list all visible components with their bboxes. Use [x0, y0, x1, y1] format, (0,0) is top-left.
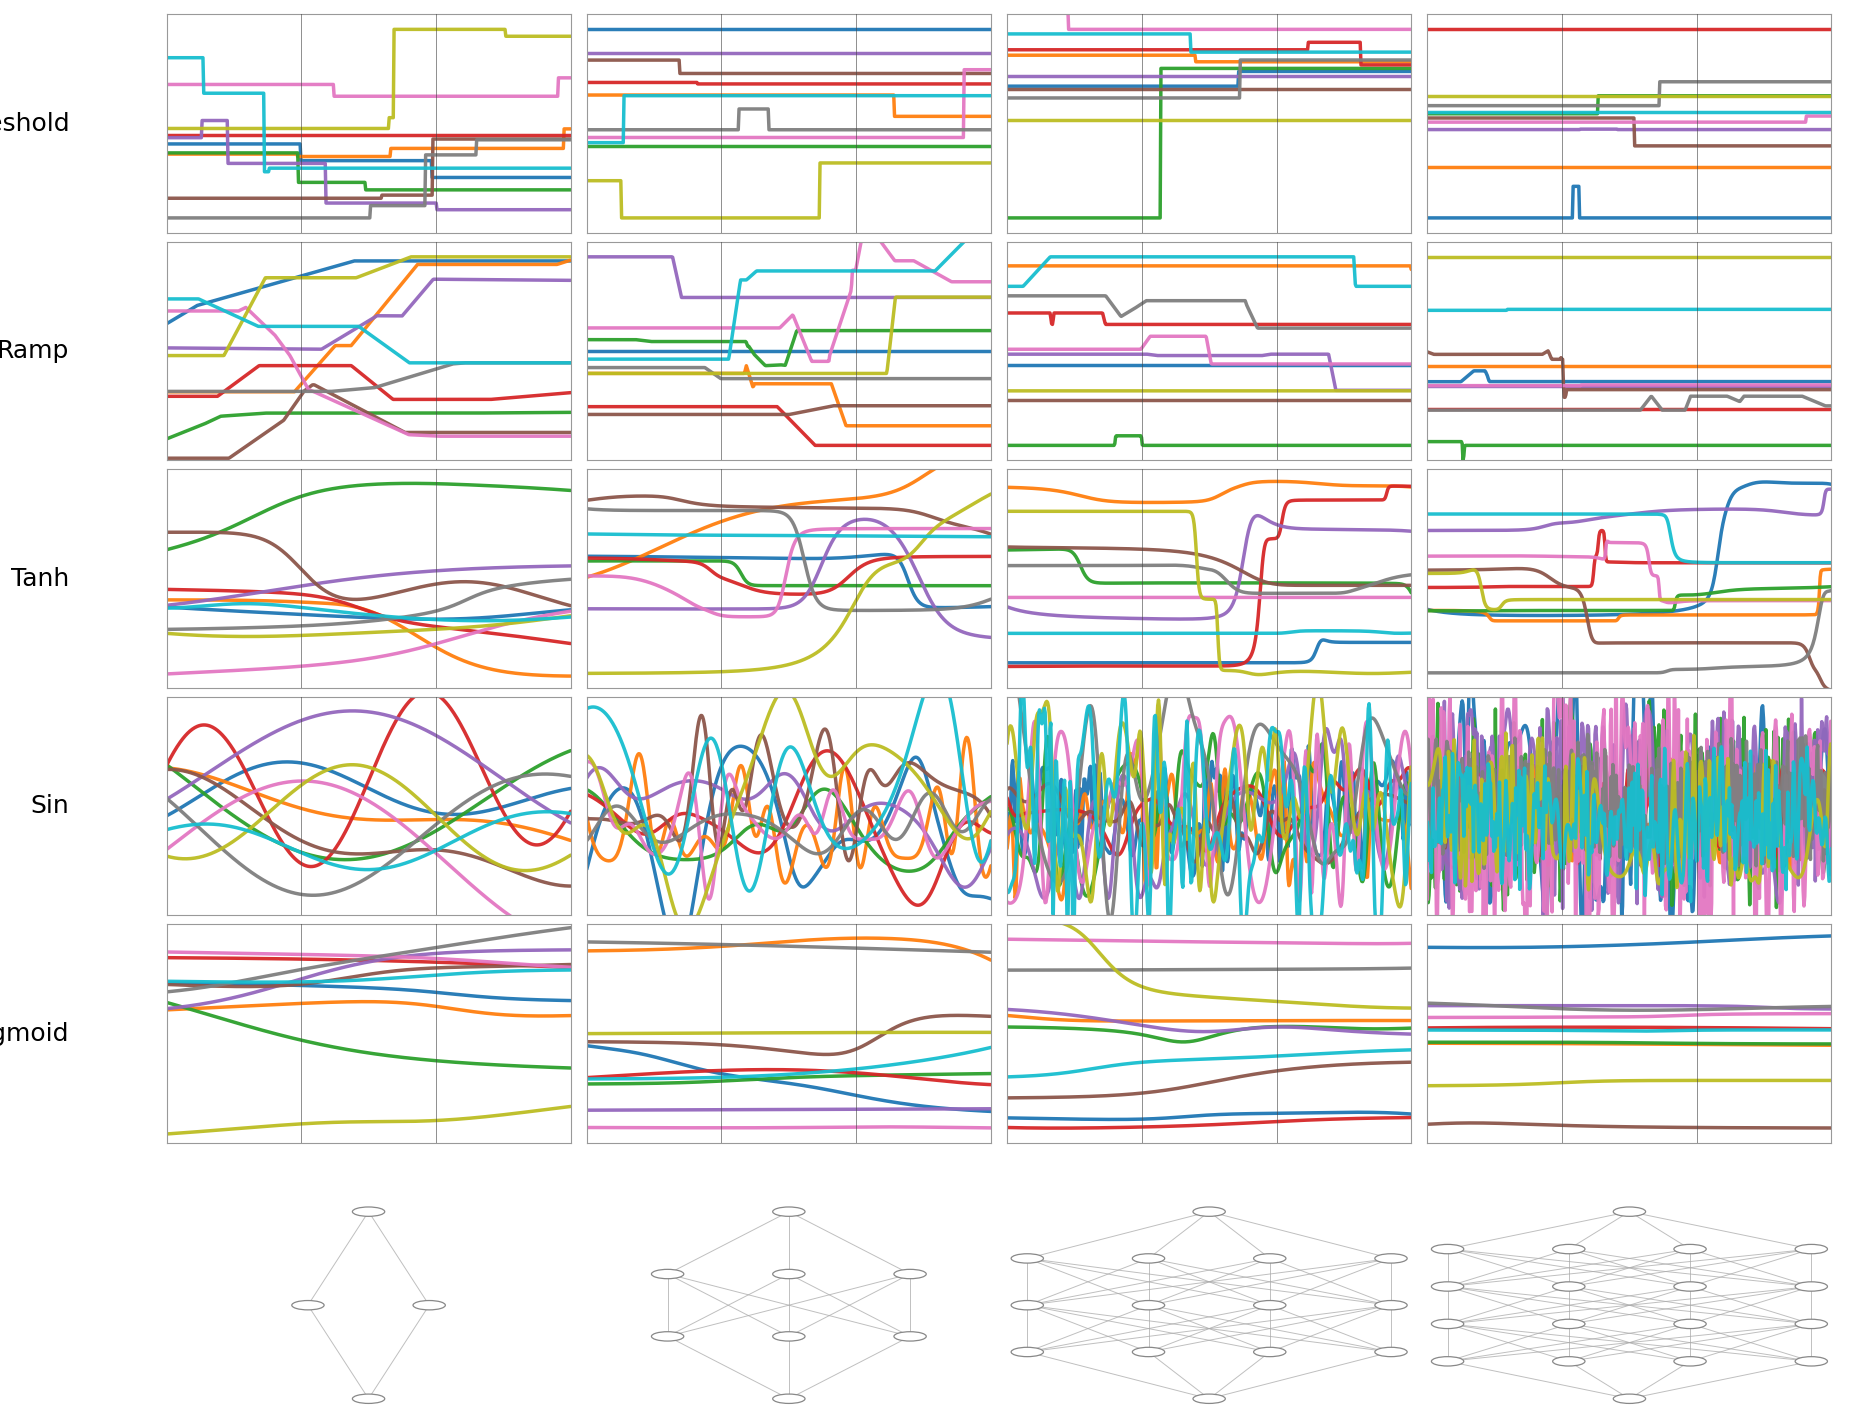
Ellipse shape	[1432, 1319, 1463, 1328]
Y-axis label: Tanh: Tanh	[11, 567, 68, 591]
Ellipse shape	[773, 1332, 805, 1341]
Ellipse shape	[894, 1332, 927, 1341]
Ellipse shape	[292, 1301, 324, 1309]
Ellipse shape	[1552, 1319, 1585, 1328]
Ellipse shape	[1674, 1244, 1706, 1254]
Ellipse shape	[1552, 1282, 1585, 1291]
Ellipse shape	[1674, 1319, 1706, 1328]
Y-axis label: Threshold: Threshold	[0, 111, 68, 136]
Ellipse shape	[1794, 1357, 1828, 1367]
Ellipse shape	[1193, 1207, 1225, 1217]
Ellipse shape	[651, 1269, 684, 1278]
Ellipse shape	[1012, 1254, 1043, 1264]
Y-axis label: LogisticSigmoid: LogisticSigmoid	[0, 1021, 68, 1045]
Ellipse shape	[773, 1207, 805, 1217]
Ellipse shape	[1254, 1254, 1286, 1264]
Y-axis label: Sin: Sin	[31, 794, 68, 818]
Ellipse shape	[1254, 1301, 1286, 1309]
Ellipse shape	[894, 1269, 927, 1278]
Ellipse shape	[1254, 1347, 1286, 1357]
Ellipse shape	[1432, 1357, 1463, 1367]
Ellipse shape	[1794, 1244, 1828, 1254]
Ellipse shape	[651, 1332, 684, 1341]
Ellipse shape	[1674, 1282, 1706, 1291]
Ellipse shape	[1674, 1357, 1706, 1367]
Ellipse shape	[1552, 1357, 1585, 1367]
Ellipse shape	[1432, 1244, 1463, 1254]
Ellipse shape	[1613, 1207, 1646, 1217]
Ellipse shape	[352, 1207, 385, 1217]
Ellipse shape	[1794, 1319, 1828, 1328]
Ellipse shape	[1375, 1254, 1408, 1264]
Y-axis label: Ramp: Ramp	[0, 338, 68, 363]
Ellipse shape	[413, 1301, 446, 1309]
Ellipse shape	[1613, 1394, 1646, 1404]
Ellipse shape	[1132, 1347, 1166, 1357]
Ellipse shape	[1132, 1254, 1166, 1264]
Ellipse shape	[1012, 1347, 1043, 1357]
Ellipse shape	[1375, 1301, 1408, 1309]
Ellipse shape	[352, 1394, 385, 1404]
Ellipse shape	[1375, 1347, 1408, 1357]
Ellipse shape	[1132, 1301, 1166, 1309]
Ellipse shape	[1432, 1282, 1463, 1291]
Ellipse shape	[1794, 1282, 1828, 1291]
Ellipse shape	[1193, 1394, 1225, 1404]
Ellipse shape	[773, 1269, 805, 1278]
Ellipse shape	[1012, 1301, 1043, 1309]
Ellipse shape	[773, 1394, 805, 1404]
Ellipse shape	[1552, 1244, 1585, 1254]
